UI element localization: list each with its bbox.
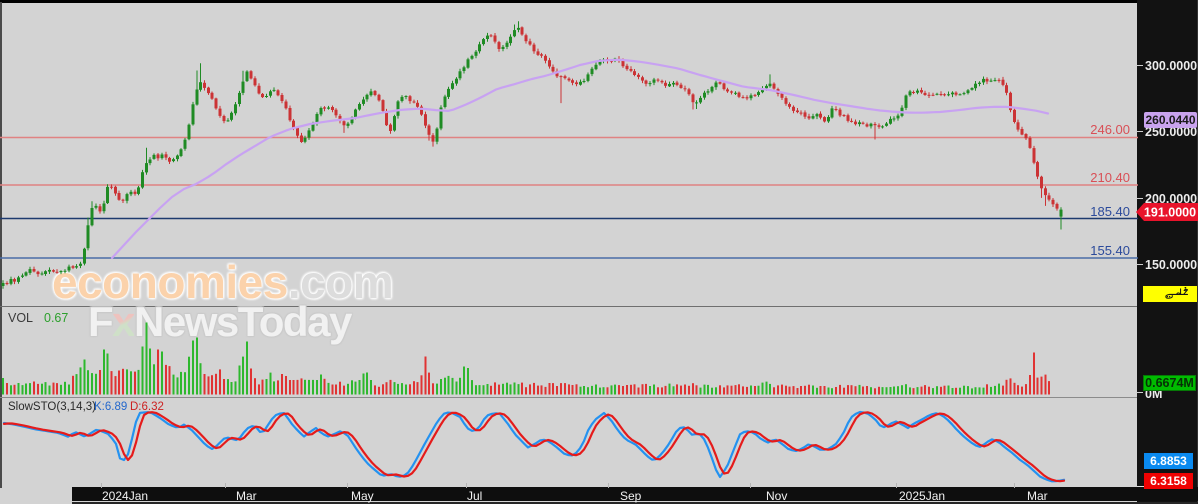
svg-text:191.0000: 191.0000 — [1144, 205, 1196, 219]
